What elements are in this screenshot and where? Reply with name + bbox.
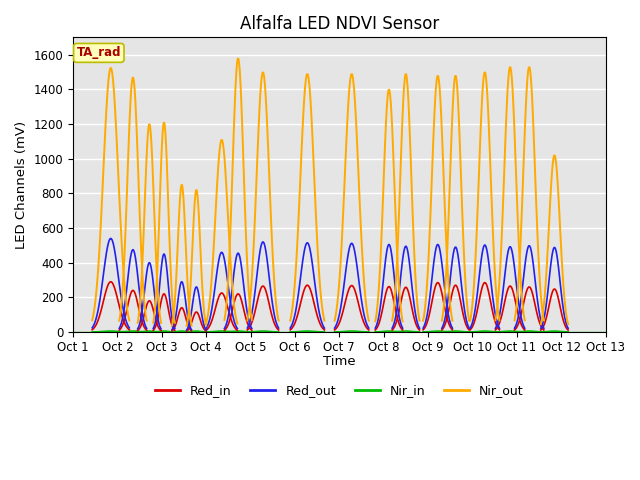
Text: TA_rad: TA_rad: [77, 47, 121, 60]
X-axis label: Time: Time: [323, 355, 356, 368]
Title: Alfalfa LED NDVI Sensor: Alfalfa LED NDVI Sensor: [239, 15, 439, 33]
Y-axis label: LED Channels (mV): LED Channels (mV): [15, 120, 28, 249]
Legend: Red_in, Red_out, Nir_in, Nir_out: Red_in, Red_out, Nir_in, Nir_out: [150, 379, 529, 402]
